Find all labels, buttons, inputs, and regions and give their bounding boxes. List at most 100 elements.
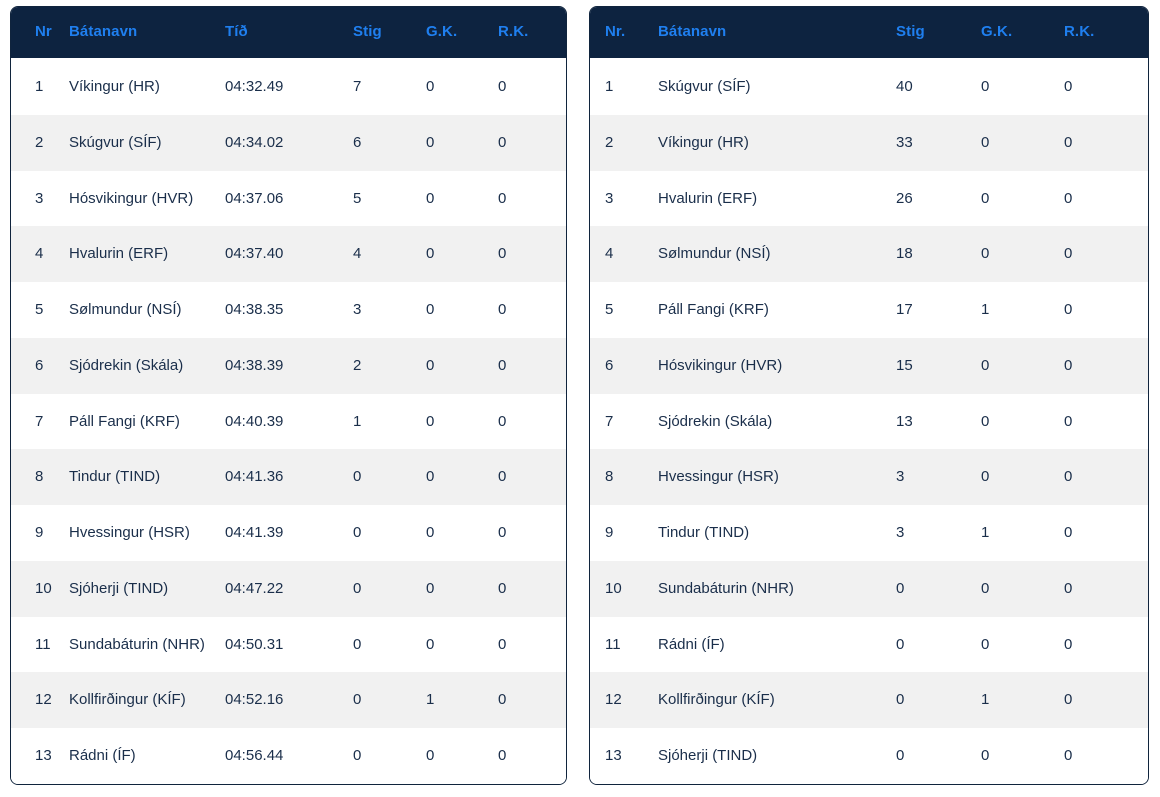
cell-pts: 15 xyxy=(896,356,913,374)
table-row: 4 Hvalurin (ERF) 04:37.40 4 0 0 xyxy=(11,226,566,282)
cell-time: 04:32.49 xyxy=(225,78,284,95)
cell-name: Sjódrekin (Skála) xyxy=(658,412,773,430)
cell-rk: 0 xyxy=(498,635,507,653)
cell-time: 04:37.06 xyxy=(225,189,284,207)
cell-time: 04:47.22 xyxy=(225,579,284,597)
cell-gk: 0 xyxy=(426,301,435,318)
cell-nr: 5 xyxy=(35,301,44,318)
cell-gk: 0 xyxy=(981,635,990,653)
table-row: 6 Sjódrekin (Skála) 04:38.39 2 0 0 xyxy=(11,337,566,394)
table-row: 1 Skúgvur (SÍF) 40 0 0 xyxy=(590,58,1148,115)
cell-gk: 0 xyxy=(981,78,990,95)
cell-nr: 12 xyxy=(35,691,52,709)
cell-gk: 0 xyxy=(426,635,435,653)
column-header-nr: Nr. xyxy=(605,23,626,40)
cell-rk: 0 xyxy=(1064,635,1073,653)
cell-gk: 1 xyxy=(426,691,435,709)
cell-nr: 9 xyxy=(605,524,614,541)
table-row: 2 Skúgvur (SÍF) 04:34.02 6 0 0 xyxy=(11,114,566,171)
table-row: 3 Hósvikingur (HVR) 04:37.06 5 0 0 xyxy=(11,170,566,227)
cell-time: 04:34.02 xyxy=(225,133,284,151)
cell-time: 04:38.39 xyxy=(225,356,284,374)
cell-name: Sjóherji (TIND) xyxy=(69,579,169,597)
cell-pts: 0 xyxy=(896,747,905,764)
cell-name: Tindur (TIND) xyxy=(69,468,161,486)
cell-name: Tindur (TIND) xyxy=(658,524,750,541)
cell-pts: 0 xyxy=(896,579,905,597)
cell-pts: 18 xyxy=(896,245,913,263)
cell-pts: 17 xyxy=(896,301,913,318)
table-row: 10 Sjóherji (TIND) 04:47.22 0 0 0 xyxy=(11,560,566,617)
table-header-row: Nr. Bátanavn Stig G.K. R.K. xyxy=(590,7,1148,58)
cell-gk: 1 xyxy=(981,524,990,541)
column-header-points: Stig xyxy=(896,23,925,40)
cell-gk: 0 xyxy=(981,356,990,374)
standings-table-body: 1 Skúgvur (SÍF) 40 0 0 2 Víkingur (HR) 33 0 0 3 Hva… xyxy=(590,58,1148,784)
race-results-table: Nr Bátanavn Tíð Stig G.K. R.K. 1 Víkingur (HR)… xyxy=(11,7,566,784)
cell-rk: 0 xyxy=(1064,189,1073,207)
cell-gk: 0 xyxy=(426,133,435,151)
cell-gk: 0 xyxy=(981,468,990,486)
cell-gk: 1 xyxy=(981,301,990,318)
cell-rk: 0 xyxy=(1064,747,1073,764)
cell-nr: 10 xyxy=(605,579,622,597)
cell-name: Skúgvur (SÍF) xyxy=(69,133,162,151)
cell-name: Rádni (ÍF) xyxy=(69,747,136,764)
cell-rk: 0 xyxy=(1064,412,1073,430)
standings-table-card: Nr. Bátanavn Stig G.K. R.K. 1 Skúgvur (SÍF) 40… xyxy=(589,6,1149,785)
cell-pts: 40 xyxy=(896,78,913,95)
cell-pts: 0 xyxy=(353,747,362,764)
cell-gk: 0 xyxy=(426,412,435,430)
race-results-table-card: Nr Bátanavn Tíð Stig G.K. R.K. 1 Víkingur (HR)… xyxy=(10,6,567,785)
cell-name: Hvessingur (HSR) xyxy=(658,468,779,486)
race-results-table-body: 1 Víkingur (HR) 04:32.49 7 0 0 2 Skúgvur (SÍF) 0… xyxy=(11,58,566,784)
cell-nr: 1 xyxy=(35,78,44,95)
cell-nr: 3 xyxy=(605,189,614,207)
table-row: 9 Tindur (TIND) 3 1 0 xyxy=(590,505,1148,561)
cell-name: Kollfirðingur (KÍF) xyxy=(658,691,775,709)
cell-pts: 7 xyxy=(353,78,362,95)
table-row: 6 Hósvikingur (HVR) 15 0 0 xyxy=(590,337,1148,394)
cell-time: 04:38.35 xyxy=(225,301,284,318)
table-row: 8 Hvessingur (HSR) 3 0 0 xyxy=(590,449,1148,505)
cell-pts: 4 xyxy=(353,245,362,263)
cell-time: 04:41.36 xyxy=(225,468,284,486)
cell-gk: 0 xyxy=(426,78,435,95)
cell-rk: 0 xyxy=(498,468,507,486)
cell-name: Sjóherji (TIND) xyxy=(658,747,758,764)
table-row: 3 Hvalurin (ERF) 26 0 0 xyxy=(590,170,1148,227)
table-row: 5 Sølmundur (NSÍ) 04:38.35 3 0 0 xyxy=(11,282,566,338)
cell-gk: 0 xyxy=(981,747,990,764)
table-row: 2 Víkingur (HR) 33 0 0 xyxy=(590,114,1148,171)
cell-gk: 0 xyxy=(981,189,990,207)
table-row: 12 Kollfirðingur (KÍF) 0 1 0 xyxy=(590,672,1148,728)
standings-table: Nr. Bátanavn Stig G.K. R.K. 1 Skúgvur (SÍF) 40… xyxy=(590,7,1148,784)
cell-gk: 0 xyxy=(426,747,435,764)
cell-name: Sjódrekin (Skála) xyxy=(69,356,184,374)
cell-time: 04:50.31 xyxy=(225,635,284,653)
cell-gk: 0 xyxy=(426,468,435,486)
cell-rk: 0 xyxy=(498,301,507,318)
cell-pts: 2 xyxy=(353,356,362,374)
cell-name: Páll Fangi (KRF) xyxy=(658,301,769,318)
cell-nr: 13 xyxy=(35,747,52,764)
column-header-rk: R.K. xyxy=(1064,23,1095,40)
cell-rk: 0 xyxy=(1064,245,1073,263)
cell-rk: 0 xyxy=(1064,78,1073,95)
cell-pts: 3 xyxy=(896,524,905,541)
cell-pts: 13 xyxy=(896,412,913,430)
cell-rk: 0 xyxy=(498,579,507,597)
cell-nr: 10 xyxy=(35,579,52,597)
column-header-nr: Nr xyxy=(35,23,52,40)
cell-rk: 0 xyxy=(498,356,507,374)
cell-gk: 0 xyxy=(426,524,435,541)
cell-rk: 0 xyxy=(1064,468,1073,486)
cell-rk: 0 xyxy=(498,412,507,430)
cell-gk: 0 xyxy=(426,245,435,263)
cell-name: Sundabáturin (NHR) xyxy=(69,635,205,653)
cell-pts: 5 xyxy=(353,189,362,207)
cell-time: 04:52.16 xyxy=(225,691,284,709)
cell-rk: 0 xyxy=(498,747,507,764)
cell-time: 04:41.39 xyxy=(225,524,284,541)
cell-rk: 0 xyxy=(498,245,507,263)
